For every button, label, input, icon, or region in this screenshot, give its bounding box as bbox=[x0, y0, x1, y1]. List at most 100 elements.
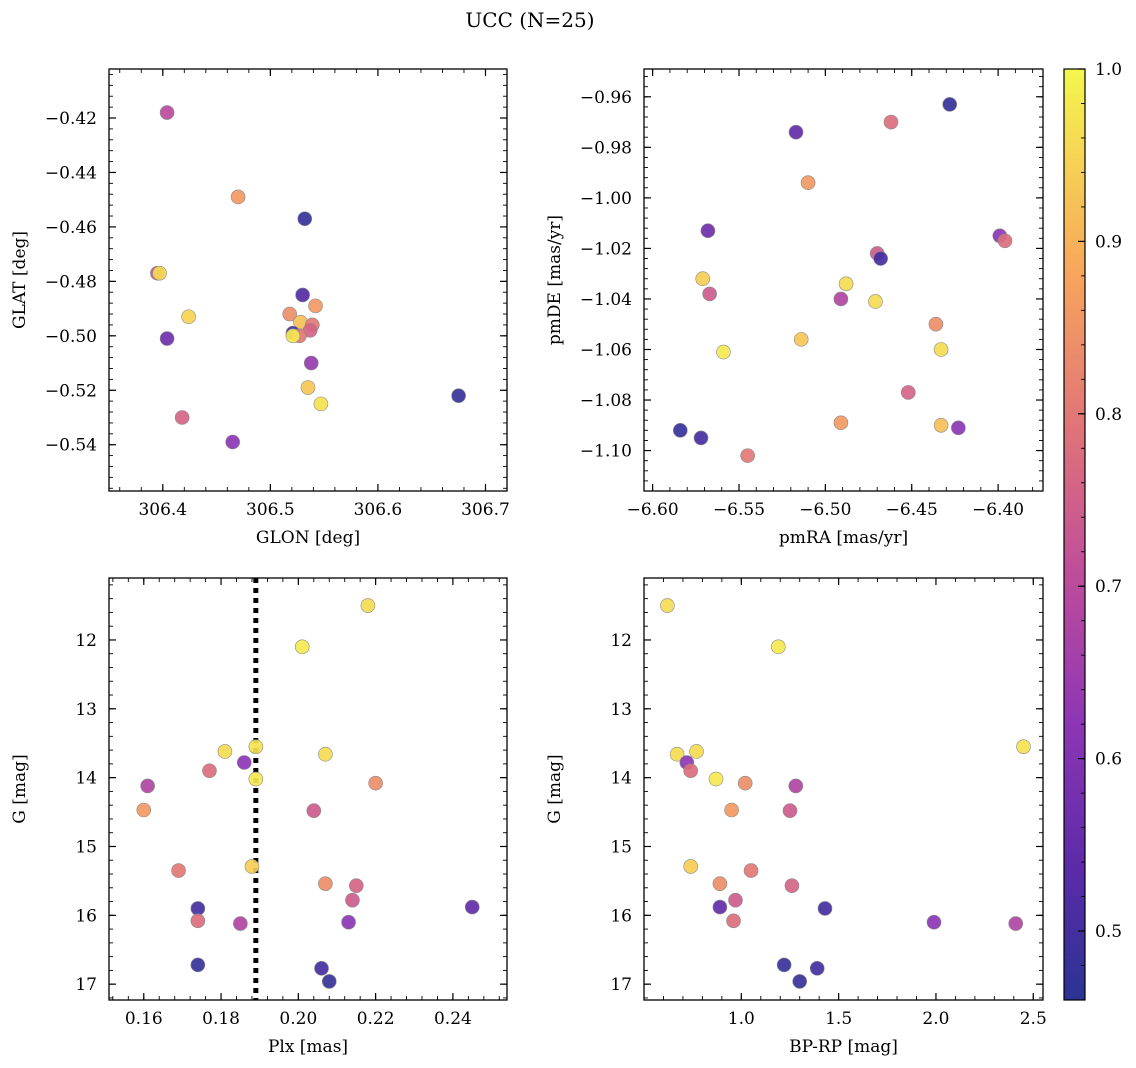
data-point bbox=[770, 639, 786, 655]
data-point bbox=[726, 913, 741, 929]
data-point bbox=[792, 974, 808, 989]
data-point bbox=[1008, 916, 1024, 931]
data-point bbox=[1016, 739, 1031, 754]
y-axis-label: GLAT [deg] bbox=[10, 231, 30, 329]
data-point bbox=[669, 746, 685, 762]
data-point bbox=[341, 914, 356, 930]
data-point bbox=[716, 344, 731, 360]
x-tick-label: 0.24 bbox=[434, 1009, 472, 1029]
data-point bbox=[285, 328, 301, 344]
y-tick-label: 12 bbox=[75, 631, 97, 651]
data-point bbox=[689, 744, 704, 759]
x-tick-label: 306.6 bbox=[354, 500, 403, 520]
x-tick-label: −6.60 bbox=[627, 500, 679, 520]
data-point bbox=[712, 876, 728, 891]
y-axis-label: G [mag] bbox=[545, 754, 565, 823]
data-point bbox=[724, 802, 739, 818]
x-axis-label: Plx [mas] bbox=[268, 1037, 348, 1057]
data-point bbox=[236, 755, 252, 770]
colorbar-ticks: 0.5 0.6 0.7 0.8 0.9 1.0 bbox=[1078, 60, 1122, 1001]
data-point bbox=[225, 434, 241, 450]
x-tick-label: 306.4 bbox=[138, 500, 187, 520]
data-point bbox=[300, 380, 316, 395]
data-point bbox=[159, 105, 175, 120]
y-axis-label: G [mag] bbox=[10, 754, 30, 823]
colorbar-tick-label: 0.8 bbox=[1095, 405, 1122, 425]
data-point bbox=[683, 763, 699, 779]
y-tick-label: −0.42 bbox=[45, 109, 97, 129]
x-tick-label: 2.5 bbox=[1020, 1009, 1047, 1029]
data-point bbox=[942, 97, 958, 112]
data-point bbox=[248, 771, 264, 787]
axes-frame bbox=[108, 577, 508, 1001]
data-point bbox=[233, 916, 248, 931]
data-point bbox=[159, 331, 175, 346]
y-tick-label: −1.02 bbox=[580, 239, 632, 259]
data-point bbox=[368, 775, 383, 791]
y-tick-label: −0.54 bbox=[45, 436, 97, 456]
panel-sky: 306.4 306.5 306.6 306.7 −0.54 −0.52 −0.50 −0.48… bbox=[10, 68, 510, 548]
y-tick-label: −0.44 bbox=[45, 163, 97, 183]
data-point bbox=[306, 803, 322, 818]
y-tick-label: −0.48 bbox=[45, 272, 97, 292]
figure-title: UCC (N=25) bbox=[465, 8, 594, 32]
y-tick-label: −0.50 bbox=[45, 327, 97, 347]
panel-cmd: 1.0 1.5 2.0 2.5 12 13 14 15 16 17 BP-RP [mag] G [ma… bbox=[545, 577, 1047, 1057]
y-tick-label: 13 bbox=[610, 700, 632, 720]
data-point bbox=[303, 355, 319, 371]
colorbar-tick-label: 0.6 bbox=[1095, 750, 1122, 770]
data-point bbox=[776, 957, 792, 973]
x-tick-label: 0.16 bbox=[125, 1009, 163, 1029]
data-point bbox=[883, 114, 899, 130]
y-tick-label: 15 bbox=[610, 837, 632, 857]
data-point bbox=[838, 276, 854, 292]
data-point bbox=[297, 211, 313, 227]
data-point bbox=[318, 876, 333, 891]
colorbar-tick-label: 1.0 bbox=[1095, 60, 1122, 80]
data-point bbox=[136, 802, 152, 818]
data-point bbox=[782, 803, 798, 818]
data-point bbox=[928, 316, 944, 332]
data-point bbox=[868, 294, 883, 309]
y-tick-label: 13 bbox=[75, 700, 97, 720]
colorbar-tick-label: 0.5 bbox=[1095, 922, 1122, 942]
points-plx-g bbox=[136, 578, 480, 1000]
data-point bbox=[190, 901, 206, 916]
data-point bbox=[230, 189, 246, 205]
data-point bbox=[248, 739, 264, 754]
y-tick-label: 14 bbox=[75, 769, 97, 789]
data-point bbox=[660, 598, 675, 613]
panel-plx-g: 0.16 0.18 0.20 0.22 0.24 12 13 14 15 16 17 Plx [mas… bbox=[10, 577, 508, 1057]
data-point bbox=[784, 878, 800, 894]
data-point bbox=[672, 423, 688, 438]
colorbar: 0.5 0.6 0.7 0.8 0.9 1.0 bbox=[1063, 60, 1122, 1001]
data-point bbox=[451, 388, 466, 404]
y-tick-label: 17 bbox=[75, 975, 97, 995]
data-point bbox=[174, 410, 190, 425]
data-point bbox=[190, 913, 206, 929]
x-tick-label: −6.45 bbox=[886, 500, 938, 520]
y-tick-label: −0.96 bbox=[580, 88, 632, 108]
data-point bbox=[800, 175, 816, 191]
data-point bbox=[244, 859, 260, 874]
data-point bbox=[740, 448, 755, 463]
x-axis-label: pmRA [mas/yr] bbox=[779, 528, 908, 548]
data-point bbox=[743, 863, 759, 878]
x-tick-label: 0.18 bbox=[202, 1009, 240, 1029]
data-point bbox=[308, 298, 323, 314]
y-tick-label: −1.06 bbox=[580, 340, 632, 360]
data-point bbox=[833, 291, 849, 307]
y-tick-label: −1.08 bbox=[580, 391, 632, 411]
colorbar-tick-label: 0.7 bbox=[1095, 577, 1122, 597]
data-point bbox=[683, 859, 699, 874]
data-point bbox=[321, 974, 337, 989]
x-tick-label: −6.40 bbox=[972, 500, 1024, 520]
data-point bbox=[788, 778, 804, 794]
points-sky bbox=[150, 105, 466, 450]
y-tick-label: 14 bbox=[610, 769, 632, 789]
data-point bbox=[833, 415, 849, 431]
x-tick-label: −6.55 bbox=[713, 500, 765, 520]
panel-proper-motion: −6.60 −6.55 −6.50 −6.45 −6.40 −1.10 −1.08 −1.06… bbox=[545, 68, 1044, 548]
data-point bbox=[318, 746, 333, 762]
y-tick-label: 16 bbox=[75, 906, 97, 926]
